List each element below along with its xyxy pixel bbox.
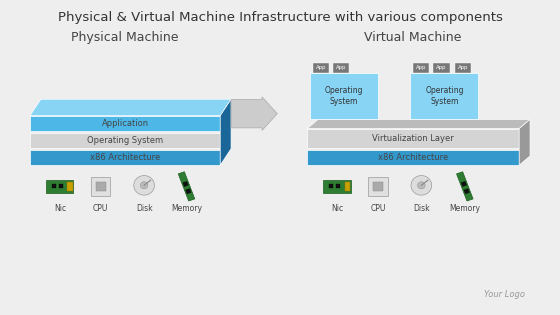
- Circle shape: [134, 175, 155, 195]
- Text: App: App: [335, 65, 346, 70]
- Bar: [91, 177, 110, 196]
- Text: Physical Machine: Physical Machine: [71, 31, 179, 44]
- Bar: [336, 184, 340, 188]
- Text: Your Logo: Your Logo: [484, 290, 525, 299]
- Bar: [345, 182, 350, 191]
- Bar: [455, 63, 472, 73]
- FancyArrow shape: [231, 97, 277, 130]
- Polygon shape: [185, 189, 191, 194]
- Bar: [329, 184, 333, 188]
- Text: Virtual Machine: Virtual Machine: [365, 31, 462, 44]
- Text: Nic: Nic: [54, 204, 66, 213]
- Bar: [368, 177, 388, 196]
- Text: Operating System: Operating System: [87, 136, 163, 145]
- Bar: [373, 182, 382, 191]
- Text: App: App: [316, 65, 326, 70]
- Text: Operating
System: Operating System: [425, 86, 464, 106]
- Text: x86 Architecture: x86 Architecture: [90, 153, 160, 162]
- Bar: [433, 63, 450, 73]
- Polygon shape: [220, 99, 231, 165]
- Polygon shape: [307, 119, 530, 129]
- Circle shape: [141, 182, 148, 189]
- Bar: [59, 184, 63, 188]
- Bar: [310, 73, 378, 119]
- Text: CPU: CPU: [370, 204, 385, 213]
- Bar: [410, 73, 478, 119]
- Text: Disk: Disk: [413, 204, 430, 213]
- Polygon shape: [178, 172, 195, 201]
- Bar: [312, 63, 329, 73]
- Text: x86 Architecture: x86 Architecture: [378, 153, 449, 162]
- Bar: [96, 182, 105, 191]
- Polygon shape: [456, 172, 473, 201]
- Polygon shape: [461, 181, 466, 186]
- Bar: [67, 182, 73, 191]
- Text: Memory: Memory: [449, 204, 480, 213]
- Text: Application: Application: [101, 119, 148, 128]
- Text: App: App: [416, 65, 427, 70]
- Bar: [46, 180, 73, 193]
- Polygon shape: [519, 119, 530, 165]
- Bar: [413, 63, 430, 73]
- Text: Physical & Virtual Machine Infrastructure with various components: Physical & Virtual Machine Infrastructur…: [58, 10, 502, 24]
- Bar: [333, 63, 349, 73]
- Text: App: App: [458, 65, 468, 70]
- Bar: [307, 129, 519, 148]
- Text: Operating
System: Operating System: [325, 86, 363, 106]
- Polygon shape: [30, 99, 231, 116]
- Polygon shape: [464, 189, 469, 194]
- Bar: [30, 150, 220, 165]
- Bar: [324, 180, 351, 193]
- Circle shape: [418, 182, 425, 189]
- Text: App: App: [436, 65, 447, 70]
- Bar: [30, 133, 220, 148]
- Text: Memory: Memory: [171, 204, 202, 213]
- Bar: [52, 184, 56, 188]
- Circle shape: [411, 175, 432, 195]
- Polygon shape: [183, 181, 188, 186]
- Text: Virtualization Layer: Virtualization Layer: [372, 134, 454, 143]
- Bar: [30, 116, 220, 131]
- Text: Disk: Disk: [136, 204, 152, 213]
- Text: Nic: Nic: [331, 204, 343, 213]
- Text: CPU: CPU: [93, 204, 108, 213]
- Bar: [307, 150, 519, 165]
